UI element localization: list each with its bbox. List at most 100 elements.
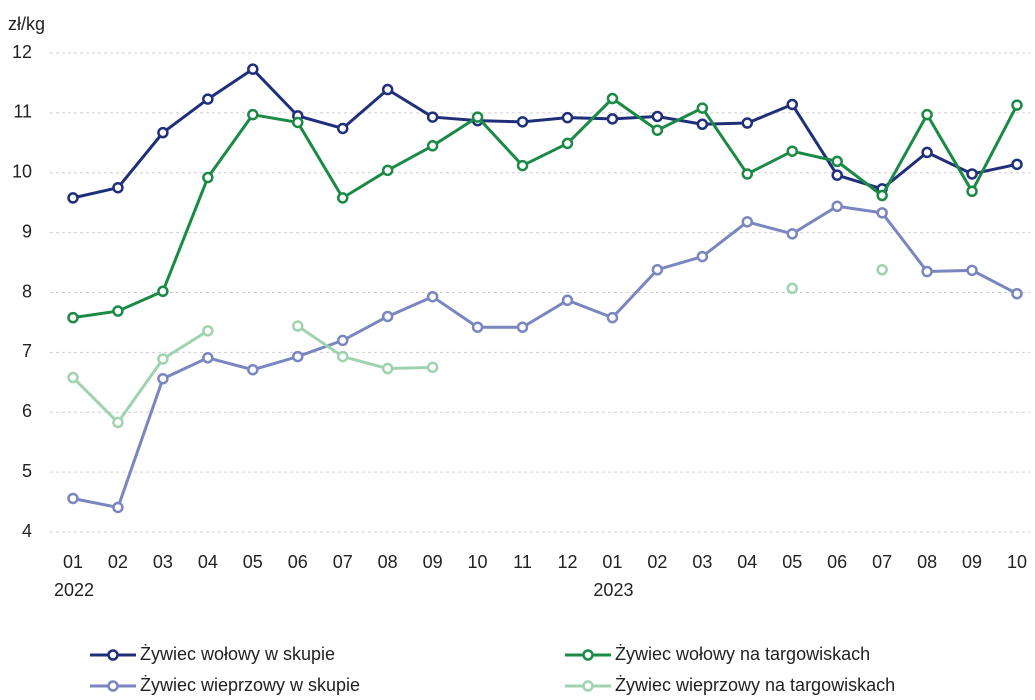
data-point <box>606 92 619 105</box>
data-point <box>67 311 79 324</box>
data-point <box>67 492 79 505</box>
x-tick-label: 07 <box>333 552 353 572</box>
data-point <box>336 192 349 204</box>
x-tick-label: 01 <box>602 552 622 572</box>
x-tick-label: 09 <box>962 552 982 572</box>
y-axis-label: zł/kg <box>8 14 45 34</box>
data-point <box>1011 158 1023 171</box>
data-point <box>786 145 798 157</box>
series-line <box>72 204 1018 509</box>
data-point <box>292 350 304 363</box>
x-tick-label: 08 <box>378 552 398 572</box>
x-tick-label: 05 <box>243 552 263 572</box>
x-tick-label: 11 <box>513 552 532 572</box>
data-point <box>696 102 709 114</box>
data-point <box>112 305 124 317</box>
data-point <box>651 124 664 136</box>
data-point <box>876 189 888 202</box>
data-point <box>292 116 304 129</box>
data-point <box>202 93 214 105</box>
y-tick-label: 10 <box>12 162 32 182</box>
data-point <box>336 334 349 347</box>
data-point <box>786 282 798 295</box>
data-point <box>786 228 798 240</box>
y-tick-label: 4 <box>22 521 32 541</box>
data-point <box>381 310 394 323</box>
legend-marker <box>582 680 594 692</box>
data-point <box>786 98 798 111</box>
data-point <box>157 353 169 365</box>
data-point <box>516 159 529 172</box>
data-point <box>67 371 79 384</box>
data-point <box>202 325 214 337</box>
data-point <box>921 265 933 278</box>
x-tick-label: 06 <box>288 552 308 572</box>
data-point <box>561 137 574 150</box>
data-point <box>67 192 79 204</box>
data-point <box>426 111 439 123</box>
y-tick-label: 6 <box>22 401 32 421</box>
data-point <box>966 264 978 277</box>
series-line <box>72 97 1019 320</box>
data-point <box>202 352 214 364</box>
data-point <box>561 111 574 124</box>
data-point <box>381 362 394 375</box>
x-tick-label: 10 <box>468 552 488 572</box>
y-tick-label: 8 <box>22 281 32 301</box>
data-point <box>876 207 888 219</box>
x-tick-label: 07 <box>872 552 892 572</box>
data-point <box>516 116 529 128</box>
x-tick-label: 08 <box>917 552 937 572</box>
data-point <box>112 416 124 429</box>
x-tick-label: 06 <box>827 552 847 572</box>
data-point <box>157 126 169 139</box>
data-point <box>831 155 843 168</box>
x-tick-label: 05 <box>782 552 802 572</box>
x-tick-label: 03 <box>153 552 173 572</box>
data-point <box>741 168 754 180</box>
data-point <box>651 263 664 276</box>
y-tick-label: 12 <box>12 42 32 62</box>
data-point <box>696 250 709 263</box>
legend-marker <box>107 649 119 661</box>
data-point <box>381 164 394 177</box>
y-tick-label: 7 <box>22 341 32 361</box>
data-point <box>516 321 529 333</box>
y-tick-label: 9 <box>22 221 32 241</box>
data-point <box>741 117 754 129</box>
x-tick-label: 02 <box>647 552 667 572</box>
legend-label: Żywiec wołowy na targowiskach <box>615 644 870 664</box>
legend-label: Żywiec wieprzowy w skupie <box>140 675 360 695</box>
data-point <box>336 350 349 363</box>
data-point <box>112 181 124 194</box>
data-point <box>292 320 304 332</box>
legend-marker <box>107 680 119 692</box>
data-point <box>966 168 978 180</box>
data-point <box>471 321 484 333</box>
data-point <box>651 110 664 123</box>
x-tick-label: 09 <box>423 552 443 572</box>
year-label: 2023 <box>593 580 633 600</box>
x-tick-label: 01 <box>63 552 83 572</box>
data-point <box>426 361 439 374</box>
y-tick-label: 11 <box>13 102 32 122</box>
x-tick-label: 12 <box>557 552 577 572</box>
x-tick-label: 04 <box>737 552 757 572</box>
data-point <box>561 294 574 307</box>
x-tick-label: 04 <box>198 552 218 572</box>
data-point <box>606 311 619 324</box>
data-point <box>831 200 843 213</box>
data-point <box>1011 287 1023 300</box>
data-point <box>696 118 709 131</box>
data-point <box>1011 99 1023 111</box>
data-point <box>741 216 754 228</box>
data-point <box>202 171 214 184</box>
data-point <box>157 285 169 298</box>
x-tick-label: 10 <box>1007 552 1027 572</box>
data-point <box>876 263 888 276</box>
data-point <box>606 113 619 125</box>
data-point <box>157 372 169 385</box>
series-line <box>72 67 1018 200</box>
data-point <box>381 83 394 96</box>
